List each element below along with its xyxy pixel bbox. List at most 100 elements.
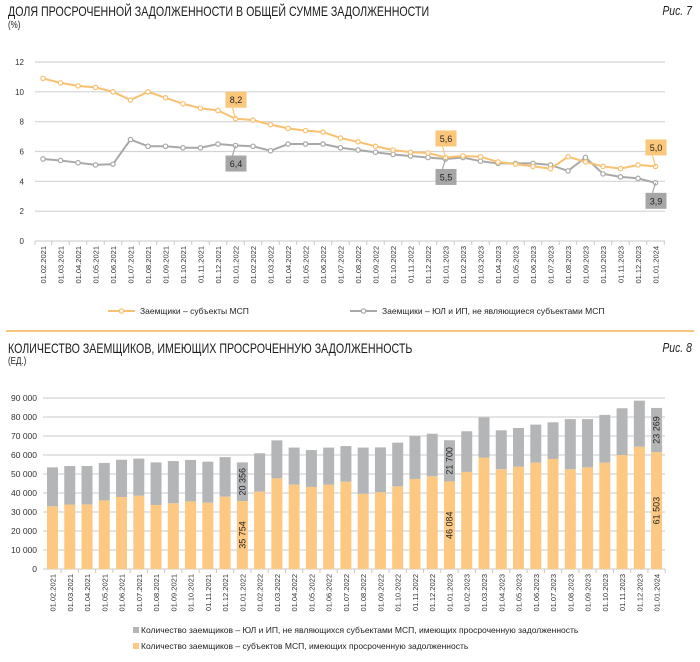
x-tick-label: 01.06.2023 (532, 574, 541, 612)
bar-non-msp (340, 446, 352, 482)
y-tick-label: 90 000 (11, 393, 37, 403)
bar-non-msp (254, 453, 266, 492)
y-tick-label: 80 000 (11, 412, 37, 422)
x-tick-label: 01.04.2022 (284, 246, 293, 284)
x-tick-label: 01.09.2022 (376, 574, 385, 612)
bar-msp (323, 484, 335, 569)
bar-non-msp (392, 442, 404, 487)
chart2-unit: (ЕД.) (8, 356, 27, 367)
bar-non-msp (323, 447, 335, 485)
data-point (250, 117, 256, 123)
bar-non-msp (461, 431, 473, 472)
y-tick-label: 4 (20, 177, 25, 186)
x-tick-label: 01.03.2021 (66, 574, 75, 612)
legend-label-msp: Количество заемщиков – субъектов МСП, им… (141, 641, 469, 651)
legend-marker-msp (118, 308, 125, 314)
data-label: 61 503 (652, 497, 662, 525)
data-point (600, 171, 606, 177)
x-tick-label: 01.07.2022 (342, 574, 351, 612)
x-tick-label: 01.07.2021 (135, 574, 144, 612)
x-tick-label: 01.12.2023 (635, 574, 644, 612)
bar-non-msp (64, 466, 76, 505)
bar-non-msp (202, 461, 214, 503)
bar-msp (443, 481, 455, 569)
y-tick-label: 30 000 (11, 507, 37, 517)
bar-msp (305, 486, 317, 569)
data-label: 35 754 (237, 521, 247, 549)
y-tick-label: 0 (20, 237, 25, 246)
data-point (250, 143, 256, 150)
x-tick-label: 01.11.2021 (204, 574, 213, 611)
bar-msp (47, 506, 58, 569)
x-tick-label: 01.07.2022 (337, 246, 346, 284)
data-point (40, 75, 46, 82)
bar-msp (478, 457, 490, 569)
bar-msp (340, 481, 352, 569)
y-tick-label: 40 000 (11, 488, 37, 498)
callout-pointer (231, 107, 237, 119)
x-tick-label: 01.06.2021 (118, 574, 127, 612)
bar-non-msp (409, 436, 421, 479)
y-tick-label: 60 000 (11, 450, 37, 460)
bar-non-msp (219, 457, 231, 497)
bar-msp (547, 458, 559, 569)
data-point (582, 159, 589, 165)
data-label-box (435, 130, 457, 147)
data-label-box (645, 139, 667, 156)
x-tick-label: 01.03.2022 (267, 246, 276, 284)
bar-non-msp (530, 424, 542, 463)
bar-msp (81, 504, 93, 569)
x-tick-label: 01.05.2021 (92, 246, 101, 284)
bar-msp (495, 469, 507, 569)
y-tick-label: 70 000 (11, 431, 37, 441)
bar-msp (374, 492, 386, 569)
data-point (635, 162, 641, 168)
bar-msp (254, 491, 266, 569)
legend-label-non-msp: Заемщики – ЮЛ и ИП, не являющиеся субъек… (382, 306, 604, 316)
x-tick-label: 01.12.2023 (634, 246, 643, 284)
bar-non-msp (616, 408, 628, 455)
bar-msp (616, 455, 628, 569)
y-tick-label: 8 (20, 118, 25, 127)
x-tick-label: 01.02.2021 (49, 574, 58, 612)
x-tick-label: 01.05.2022 (302, 246, 311, 284)
data-label: 23 269 (652, 416, 662, 444)
x-tick-label: 01.03.2023 (480, 574, 489, 612)
bar-non-msp (478, 417, 490, 458)
bar-msp (426, 476, 438, 569)
x-tick-label: 01.05.2021 (100, 574, 109, 612)
data-point (477, 153, 484, 160)
data-point (302, 141, 309, 147)
bar-msp (64, 504, 76, 569)
bar-msp (202, 502, 214, 569)
bar-non-msp (426, 433, 438, 477)
legend-label-msp: Заемщики – субъекты МСП (140, 306, 249, 316)
x-tick-label: 01.06.2021 (109, 246, 118, 284)
data-point (75, 159, 81, 166)
x-tick-label: 01.02.2021 (39, 246, 48, 284)
x-tick-label: 01.01.2024 (653, 574, 662, 612)
bar-msp (651, 452, 663, 569)
x-tick-label: 01.11.2022 (407, 246, 416, 283)
bar-msp (288, 484, 300, 569)
bar-non-msp (582, 419, 594, 468)
legend-swatch-msp (133, 643, 139, 649)
x-tick-label: 01.10.2023 (599, 246, 608, 284)
bar-msp (116, 496, 128, 569)
x-tick-label: 01.11.2023 (618, 574, 627, 611)
callout-pointer (651, 155, 657, 167)
bar-msp (98, 500, 110, 569)
chart1-figure-number: Рис. 7 (662, 3, 692, 18)
bar-non-msp (150, 462, 162, 505)
x-tick-label: 01.01.2023 (442, 246, 451, 284)
data-point (127, 97, 134, 103)
data-label: 21 700 (444, 447, 454, 475)
x-tick-label: 01.12.2022 (428, 574, 437, 612)
x-tick-label: 01.09.2022 (372, 246, 381, 284)
data-point (337, 135, 344, 141)
bar-msp (133, 495, 145, 569)
data-label-box (645, 192, 667, 209)
x-tick-label: 01.06.2022 (325, 574, 334, 612)
chart1-line-chart: 0 2 4 6 8 10 12 01.02.2021 01.03.2021 01.04.2021 0… (15, 58, 667, 316)
data-point (565, 153, 571, 160)
